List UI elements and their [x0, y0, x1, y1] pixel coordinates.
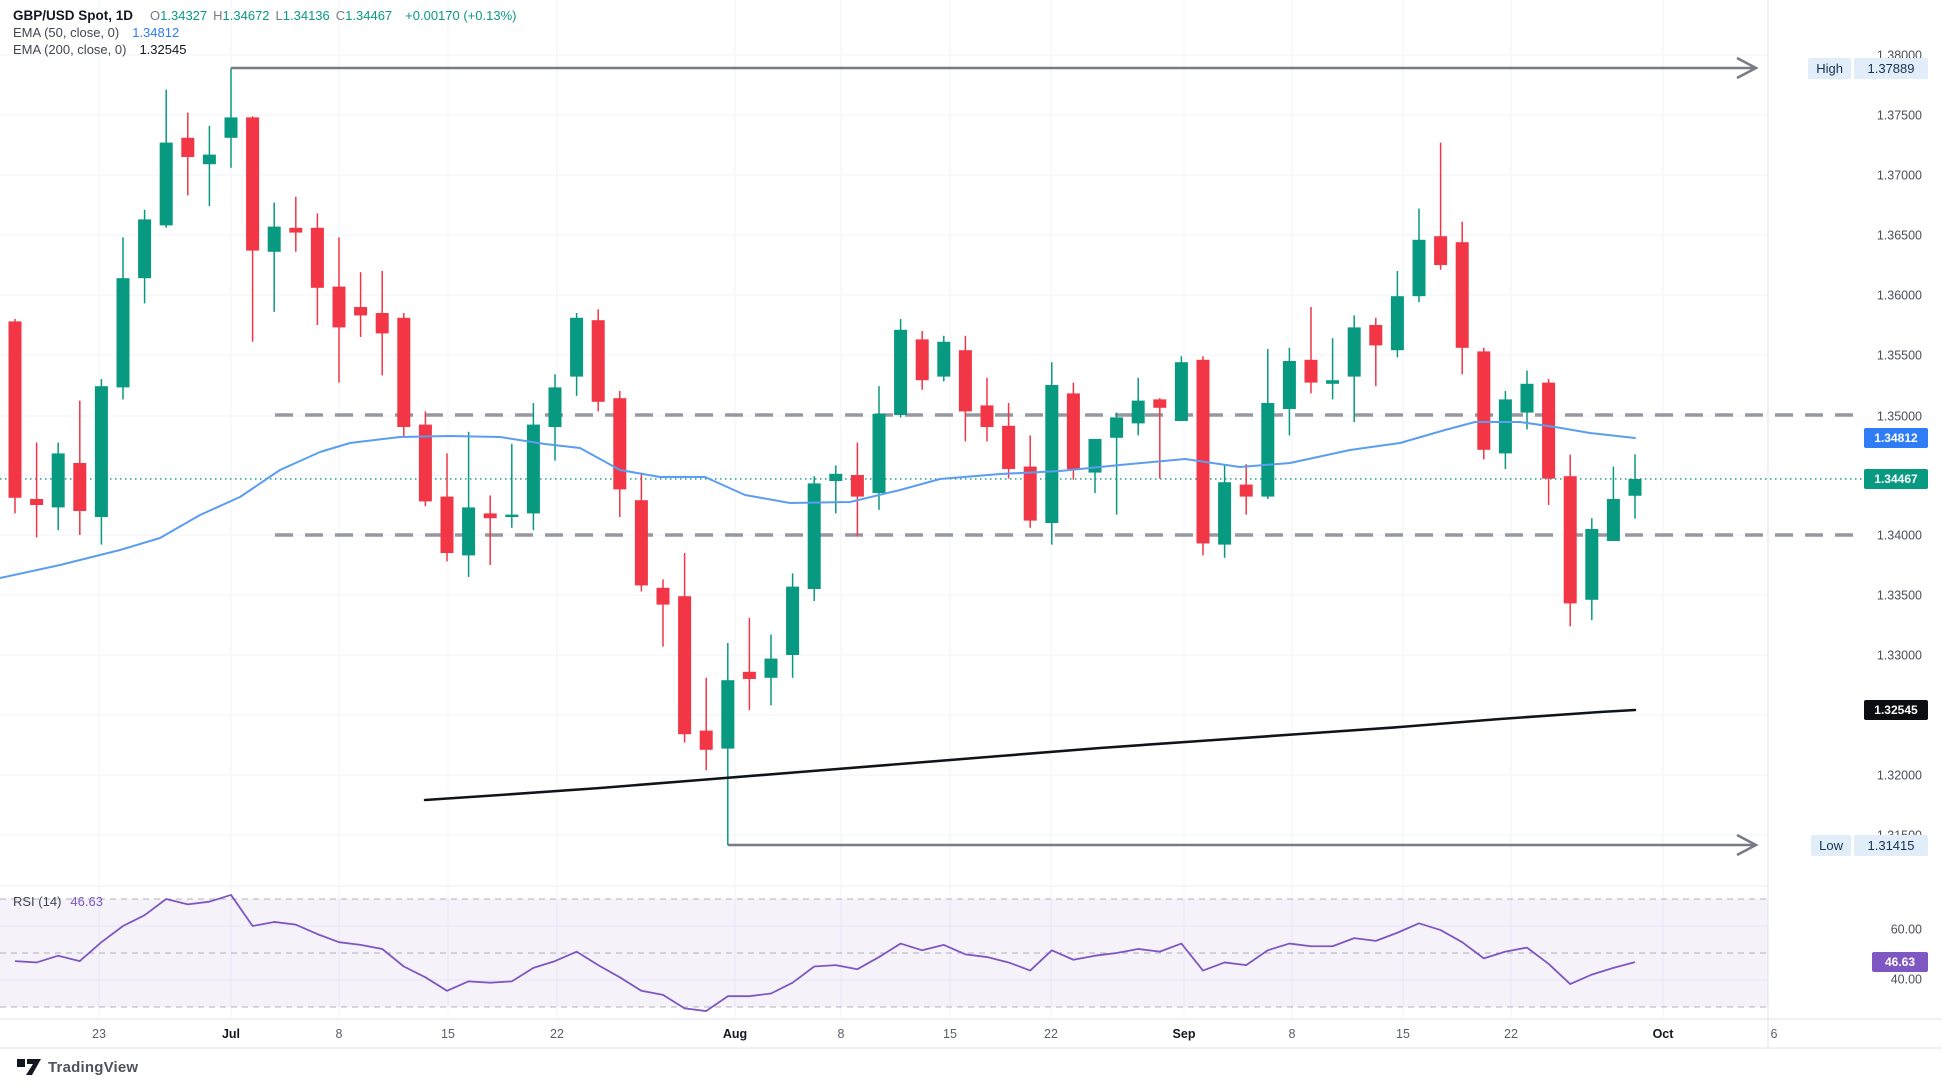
rsi-value: 46.63: [70, 894, 103, 909]
ema50-label: EMA (50, close, 0): [13, 25, 120, 40]
low-chip-label: Low: [1811, 834, 1851, 856]
time-tick-label: 22: [1504, 1027, 1518, 1041]
time-tick-label: 15: [1396, 1027, 1410, 1041]
price-tick-label: 1.37000: [1877, 169, 1922, 183]
legend-ema50-row[interactable]: EMA (50, close, 0) 1.34812: [13, 24, 516, 41]
last-price-axis-badge: 1.34467: [1864, 468, 1928, 489]
time-tick-label: 23: [92, 1027, 106, 1041]
time-tick-label: 8: [1289, 1027, 1296, 1041]
rsi-axis-badge: 46.63: [1872, 951, 1928, 972]
rsi-tick-label: 60.00: [1891, 923, 1922, 937]
price-tick-label: 1.33500: [1877, 589, 1922, 603]
legend-symbol-row[interactable]: GBP/USD Spot, 1D O1.34327 H1.34672 L1.3413…: [13, 7, 516, 24]
high-annotation-chips: High 1.37889: [1808, 57, 1928, 79]
ema50-axis-badge: 1.34812: [1864, 427, 1928, 448]
high-chip-value: 1.37889: [1854, 57, 1928, 79]
legend-ema200-row[interactable]: EMA (200, close, 0) 1.32545: [13, 41, 516, 58]
price-tick-label: 1.34000: [1877, 529, 1922, 543]
price-tick-label: 1.35500: [1877, 349, 1922, 363]
time-tick-label: 8: [336, 1027, 343, 1041]
ema200-value: 1.32545: [139, 42, 187, 57]
time-tick-label: 6: [1771, 1027, 1778, 1041]
time-tick-label: Aug: [723, 1027, 747, 1041]
chart-legend: GBP/USD Spot, 1D O1.34327 H1.34672 L1.3413…: [13, 7, 516, 58]
price-tick-label: 1.36500: [1877, 229, 1922, 243]
low-chip-value: 1.31415: [1854, 834, 1928, 856]
time-tick-label: 22: [550, 1027, 564, 1041]
price-tick-label: 1.37500: [1877, 109, 1922, 123]
high-chip-label: High: [1808, 57, 1851, 79]
time-tick-label: 22: [1044, 1027, 1058, 1041]
tradingview-logo[interactable]: TradingView: [16, 1057, 138, 1077]
rsi-legend-row[interactable]: RSI (14) 46.63: [13, 894, 103, 909]
price-tick-label: 1.36000: [1877, 289, 1922, 303]
price-tick-label: 1.33000: [1877, 649, 1922, 663]
time-tick-label: Sep: [1173, 1027, 1196, 1041]
low-annotation-chips: Low 1.31415: [1811, 834, 1928, 856]
rsi-label: RSI (14): [13, 894, 62, 909]
time-tick-label: 15: [441, 1027, 455, 1041]
ema200-axis-badge: 1.32545: [1864, 699, 1928, 720]
price-tick-label: 1.35000: [1877, 410, 1922, 424]
time-tick-label: Oct: [1653, 1027, 1675, 1041]
price-tick-label: 1.32000: [1877, 769, 1922, 783]
tradingview-logo-icon: [17, 1059, 41, 1075]
change-value: +0.00170 (+0.13%): [405, 8, 517, 23]
ema200-label: EMA (200, close, 0): [13, 42, 127, 57]
ema50-value: 1.34812: [132, 25, 180, 40]
time-tick-label: Jul: [222, 1027, 240, 1041]
ohlc-values: O1.34327 H1.34672 L1.34136 C1.34467: [150, 8, 393, 23]
symbol-title: GBP/USD Spot, 1D: [13, 8, 134, 23]
price-axis[interactable]: [1768, 0, 1942, 1019]
rsi-tick-label: 40.00: [1891, 973, 1922, 987]
tradingview-logo-text: TradingView: [48, 1058, 139, 1076]
time-tick-label: 8: [838, 1027, 845, 1041]
time-axis[interactable]: [0, 1019, 1942, 1048]
time-tick-label: 15: [943, 1027, 957, 1041]
